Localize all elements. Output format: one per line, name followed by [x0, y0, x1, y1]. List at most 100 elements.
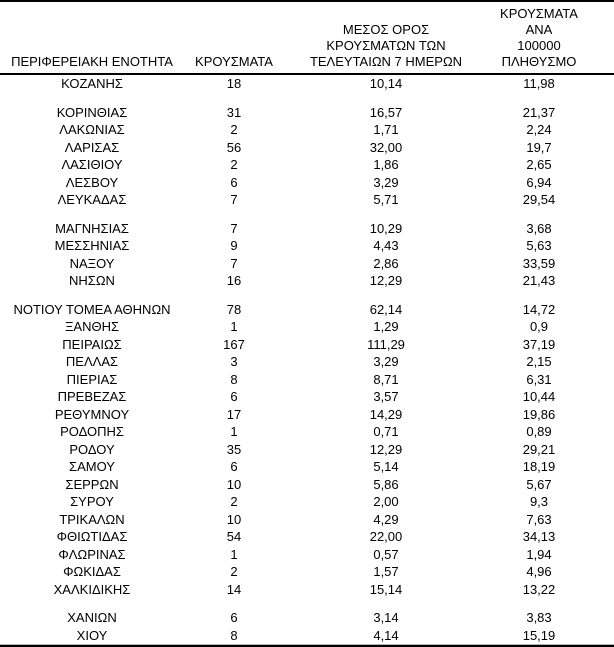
per100k-cell: 19,7	[526, 139, 552, 155]
cases-cell: 61	[184, 644, 284, 645]
table-row: ΜΕΣΣΗΝΙΑΣ 9 4,43 5,63	[0, 237, 614, 255]
cases-cell: 35	[226, 441, 242, 457]
cases-cell: 2	[230, 122, 238, 137]
table-row: ΛΕΣΒΟΥ 6 3,29 6,94	[0, 174, 614, 192]
per100k-cell: 37,19	[522, 336, 556, 352]
cases-cell: 56	[226, 139, 242, 155]
header-per100k: ΚΡΟΥΣΜΑΤΑ ΑΝΑ 100000 ΠΛΗΘΥΣΜΟ	[488, 2, 614, 75]
cases-cell: 8	[230, 371, 238, 387]
avg7-cell: 22,00	[369, 529, 403, 544]
region-cell: ΚΟΡΙΝΘΙΑΣ	[56, 104, 128, 120]
region-cell: ΞΑΝΘΗΣ	[64, 319, 120, 334]
region-cell: ΛΑΣΙΘΙΟΥ	[61, 157, 123, 172]
table-row: ΡΕΘΥΜΝΟΥ 17 14,29 19,86	[0, 406, 614, 424]
table-row: ΛΑΚΩΝΙΑΣ 2 1,71 2,24	[0, 121, 614, 139]
region-cell: ΜΕΣΣΗΝΙΑΣ	[54, 238, 130, 253]
avg7-cell: 5,86	[373, 476, 399, 492]
header-cases-label: ΚΡΟΥΣΜΑΤΑ	[195, 54, 273, 69]
per100k-cell: 21,37	[522, 104, 556, 120]
group-spacer-cell	[0, 290, 614, 301]
region-cell: ΥΠΟ ΔΙΕΡΕΥΝΗΣΗ	[0, 644, 184, 645]
group-spacer-cell	[0, 93, 614, 104]
per100k-cell: 10,44	[522, 389, 556, 404]
per100k-cell: 19,86	[522, 406, 556, 422]
region-cell: ΤΡΙΚΑΛΩΝ	[59, 511, 125, 527]
per100k-cell: 4,96	[526, 564, 552, 579]
per100k-cell: 0,89	[526, 424, 552, 439]
per100k-cell: 2,15	[526, 354, 552, 369]
table-row: ΛΑΣΙΘΙΟΥ 2 1,86 2,65	[0, 156, 614, 174]
header-region: ΠΕΡΙΦΕΡΕΙΑΚΗ ΕΝΟΤΗΤΑ	[0, 2, 184, 75]
region-cell: ΠΕΛΛΑΣ	[65, 354, 119, 369]
region-cell: ΝΗΣΩΝ	[69, 273, 115, 288]
cases-cell: 2	[230, 157, 238, 172]
cases-cell: 6	[230, 389, 238, 404]
region-cell: ΧΑΝΙΩΝ	[67, 610, 117, 625]
region-cell: ΛΕΣΒΟΥ	[65, 174, 119, 190]
avg7-cell: 16,57	[369, 104, 403, 120]
header-avg7-line1: ΜΕΣΟΣ ΟΡΟΣ	[342, 22, 430, 37]
table-row: ΞΑΝΘΗΣ 1 1,29 0,9	[0, 318, 614, 336]
per100k-cell: 0,9	[529, 319, 549, 334]
region-cell: ΣΥΡΟΥ	[70, 494, 114, 509]
cases-cell: 1	[230, 319, 238, 334]
group-spacer-cell	[0, 598, 614, 609]
header-avg7-line3: ΤΕΛΕΥΤΑΙΩΝ 7 ΗΜΕΡΩΝ	[309, 54, 463, 69]
avg7-cell: 1,29	[373, 319, 399, 334]
region-cell: ΠΙΕΡΙΑΣ	[66, 371, 118, 387]
avg7-cell: 12,29	[369, 273, 403, 288]
avg7-cell: 0,57	[373, 546, 399, 562]
table-row: ΝΑΞΟΥ 7 2,86 33,59	[0, 255, 614, 273]
cases-cell: 7	[230, 255, 238, 271]
table-row: ΠΙΕΡΙΑΣ 8 8,71 6,31	[0, 371, 614, 389]
avg7-cell: 4,43	[373, 238, 399, 253]
cases-cell: 10	[226, 511, 242, 527]
per100k-cell: 1,94	[526, 546, 552, 562]
table-row: ΦΩΚΙΔΑΣ 2 1,57 4,96	[0, 563, 614, 581]
per100k-cell: 21,43	[522, 273, 556, 288]
per100k-cell: 34,13	[522, 529, 556, 544]
cases-cell: 54	[226, 529, 242, 544]
cases-cell: 10	[226, 476, 242, 492]
avg7-cell: 10,29	[369, 220, 403, 236]
per100k-cell: 3,68	[526, 220, 552, 236]
table-row: ΚΟΡΙΝΘΙΑΣ 31 16,57 21,37	[0, 104, 614, 122]
per100k-cell: 5,63	[526, 238, 552, 253]
avg7-cell: 14,29	[369, 406, 403, 422]
cases-cell: 18	[226, 76, 242, 91]
group-spacer	[0, 290, 614, 301]
region-cell: ΣΕΡΡΩΝ	[65, 476, 119, 492]
avg7-cell: 3,29	[373, 354, 399, 369]
per100k-cell: 14,72	[522, 301, 556, 317]
avg7-cell: 3,14	[373, 610, 399, 625]
per100k-cell: 3,83	[526, 610, 552, 625]
cases-cell: 2	[230, 564, 238, 579]
table-body: ΚΟΖΑΝΗΣ 18 10,14 11,98 ΚΟΡΙΝΘΙΑΣ 31 16,57 21,37…	[0, 74, 614, 645]
region-cell: ΚΟΖΑΝΗΣ	[61, 76, 123, 91]
cases-cell: 14	[226, 581, 242, 597]
table-row: ΧΙΟΥ 8 4,14 15,19	[0, 627, 614, 645]
per100k-cell: 2,24	[526, 122, 552, 137]
avg7-cell: 4,14	[373, 627, 399, 643]
region-cell: ΣΑΜΟΥ	[69, 459, 115, 474]
region-cell: ΠΕΙΡΑΙΩΣ	[62, 336, 122, 352]
table-row: ΜΑΓΝΗΣΙΑΣ 7 10,29 3,68	[0, 220, 614, 238]
region-cell: ΡΟΔΟΠΗΣ	[60, 424, 124, 439]
region-cell: ΦΘΙΩΤΙΔΑΣ	[56, 529, 128, 544]
avg7-cell: 1,57	[373, 564, 399, 579]
per100k-cell: 18,19	[522, 459, 556, 474]
region-cell: ΠΡΕΒΕΖΑΣ	[57, 389, 127, 404]
per100k-cell: 7,63	[526, 511, 552, 527]
region-cell: ΛΑΡΙΣΑΣ	[64, 139, 120, 155]
per100k-cell: 5,67	[526, 476, 552, 492]
table-row: ΠΡΕΒΕΖΑΣ 6 3,57 10,44	[0, 388, 614, 406]
table-row: ΦΛΩΡΙΝΑΣ 1 0,57 1,94	[0, 546, 614, 564]
cases-cell: 31	[226, 104, 242, 120]
avg7-cell: 62,14	[369, 301, 403, 317]
group-spacer	[0, 598, 614, 609]
table-row: ΚΟΖΑΝΗΣ 18 10,14 11,98	[0, 74, 614, 93]
table-row: ΧΑΝΙΩΝ 6 3,14 3,83	[0, 609, 614, 627]
cases-cell: 8	[230, 627, 238, 643]
header-row: ΠΕΡΙΦΕΡΕΙΑΚΗ ΕΝΟΤΗΤΑ ΚΡΟΥΣΜΑΤΑ ΜΕΣΟΣ ΟΡΟ…	[0, 2, 614, 75]
